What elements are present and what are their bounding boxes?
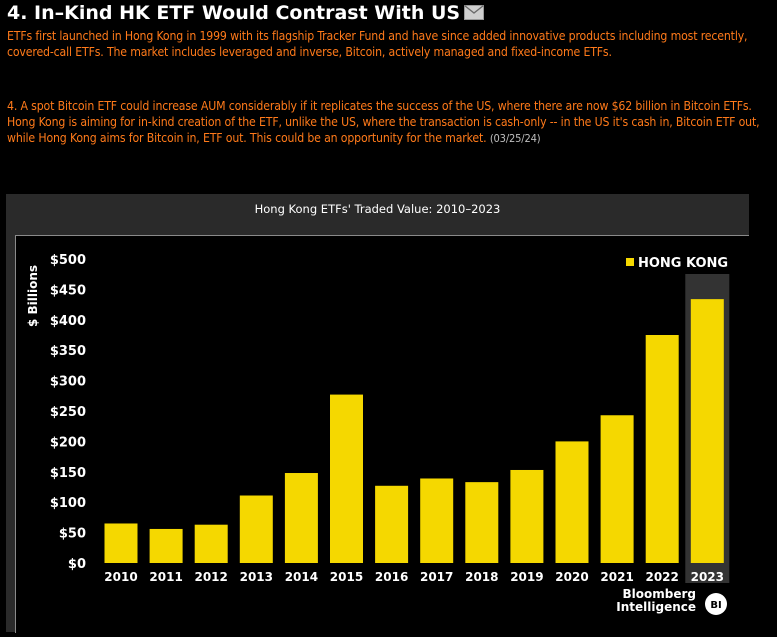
plot-frame: $0 $50 $100 $150 $200 $250 $300 $350 $400 $450 $50… <box>15 235 749 633</box>
y-tick-label: $400 <box>50 314 86 329</box>
y-tick-label: $250 <box>50 405 86 420</box>
x-tick-label: 2019 <box>510 570 543 584</box>
x-tick-label: 2018 <box>465 570 498 584</box>
mail-icon[interactable] <box>464 3 485 25</box>
article-heading: 4. In–Kind HK ETF Would Contrast With US <box>7 2 485 25</box>
bar-chart: $0 $50 $100 $150 $200 $250 $300 $350 $400 $450 $50… <box>26 253 730 615</box>
bar <box>600 415 634 563</box>
y-tick-label: $300 <box>50 375 86 390</box>
article-paragraph-2: 4. A spot Bitcoin ETF could increase AUM… <box>7 98 773 147</box>
brand-badge: BI <box>710 600 721 611</box>
x-tick-label: 2011 <box>149 570 182 584</box>
bar <box>284 473 318 563</box>
article-paragraph-2-text: 4. A spot Bitcoin ETF could increase AUM… <box>7 99 760 145</box>
y-tick-label: $100 <box>50 496 86 511</box>
chart-card: Hong Kong ETFs' Traded Value: 2010–2023 … <box>6 194 749 633</box>
x-tick-label: 2010 <box>104 570 137 584</box>
x-tick-label: 2021 <box>600 570 633 584</box>
bar <box>690 299 724 563</box>
bar <box>239 495 273 563</box>
x-tick-label: 2014 <box>285 570 318 584</box>
article-date: (03/25/24) <box>489 132 541 145</box>
article-paragraph-1: ETFs first launched in Hong Kong in 1999… <box>7 29 748 59</box>
legend-label: HONG KONG <box>638 256 728 271</box>
x-tick-label: 2020 <box>555 570 588 584</box>
bar <box>645 335 679 563</box>
y-tick-label: $200 <box>50 435 86 450</box>
bar <box>194 524 228 563</box>
bar <box>465 482 499 563</box>
bar <box>555 441 589 563</box>
brand-line-1: Bloomberg <box>623 587 697 601</box>
y-tick-label: $150 <box>50 466 86 481</box>
y-tick-label: $450 <box>50 283 86 298</box>
legend-swatch <box>626 258 634 266</box>
bar <box>510 469 544 563</box>
bar <box>375 485 409 563</box>
y-tick-label: $500 <box>50 253 86 268</box>
brand-line-2: Intelligence <box>616 600 696 614</box>
bar <box>104 523 138 563</box>
heading-text: 4. In–Kind HK ETF Would Contrast With US <box>7 2 461 24</box>
brand-badge-circle <box>705 593 727 615</box>
y-axis-label: $ Billions <box>26 265 40 327</box>
x-tick-label: 2017 <box>420 570 453 584</box>
bar <box>330 394 363 563</box>
bar <box>149 528 183 563</box>
bar <box>420 478 454 563</box>
y-tick-label: $0 <box>68 557 86 572</box>
x-tick-label: 2012 <box>194 570 227 584</box>
x-tick-label: 2023 <box>691 570 724 584</box>
chart-title: Hong Kong ETFs' Traded Value: 2010–2023 <box>254 202 501 216</box>
x-tick-label: 2022 <box>645 570 678 584</box>
x-tick-label: 2015 <box>330 570 363 584</box>
y-tick-label: $50 <box>59 527 86 542</box>
x-tick-label: 2016 <box>375 570 408 584</box>
y-tick-label: $350 <box>50 344 86 359</box>
x-tick-label: 2013 <box>240 570 273 584</box>
